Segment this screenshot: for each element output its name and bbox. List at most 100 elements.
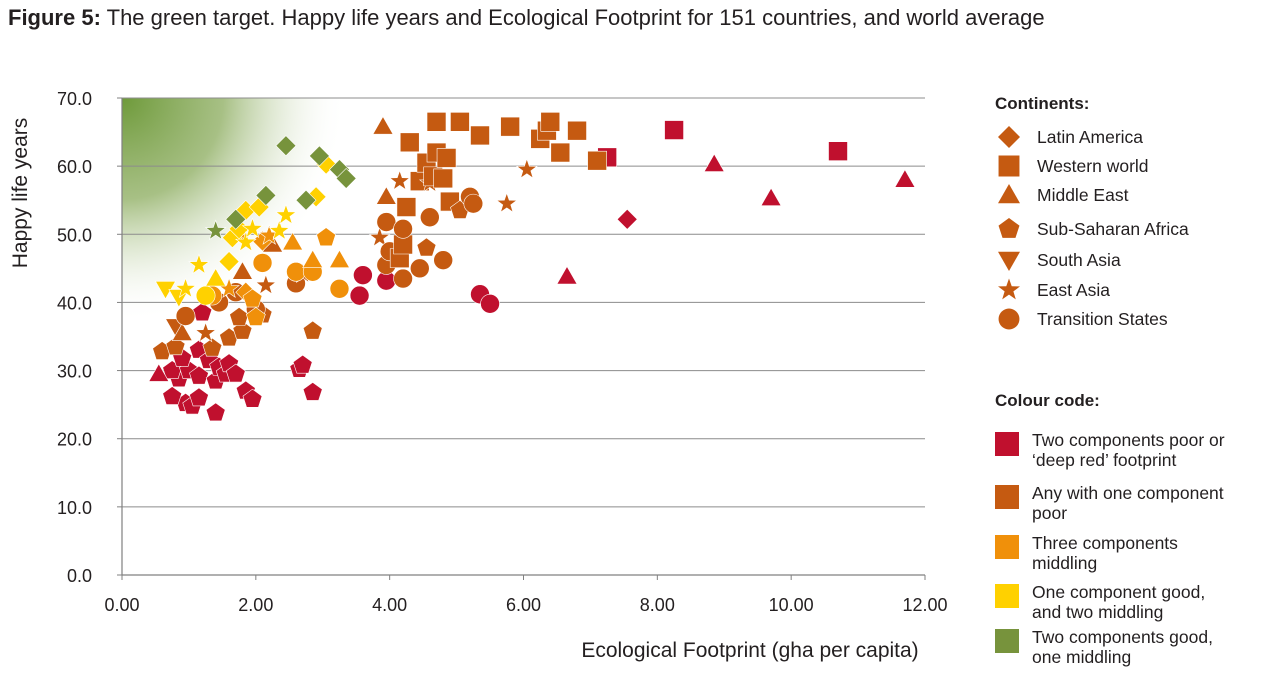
data-point-star xyxy=(188,253,210,275)
x-tick-label: 10.00 xyxy=(769,595,814,615)
diamond-marker xyxy=(998,126,1020,148)
y-tick-label: 10.0 xyxy=(57,498,92,518)
data-point-circle xyxy=(433,250,454,270)
colour-code-label: Any with one component poor xyxy=(1032,483,1224,523)
data-point-circle xyxy=(353,265,373,285)
colour-code-heading: Colour code: xyxy=(995,391,1100,410)
circle-marker xyxy=(998,308,1020,330)
data-point-square xyxy=(540,112,561,132)
legend-item-label: East Asia xyxy=(1037,279,1110,300)
data-point-pentagon xyxy=(245,307,266,326)
colour-code-item: Two components good, one middling xyxy=(995,627,1262,667)
data-point-circle xyxy=(329,278,350,299)
data-point-diamond xyxy=(308,145,330,167)
data-point-pentagon xyxy=(192,302,213,322)
legend-item-triangle: Middle East xyxy=(995,181,1128,209)
tick-labels: 0.00 2.00 4.00 6.00 8.00 10.00 12.00 0.0 10.0 20.… xyxy=(57,89,948,615)
legend-item-label: Middle East xyxy=(1037,184,1129,205)
legend-item-triangle-down: South Asia xyxy=(995,246,1121,274)
data-point-triangle xyxy=(375,186,397,205)
data-point-square xyxy=(587,150,607,171)
colour-code-item: Any with one component poor xyxy=(995,483,1262,523)
data-point-star xyxy=(388,169,411,191)
pentagon-marker xyxy=(998,218,1020,238)
data-point-circle xyxy=(480,293,500,314)
legend-item-star: East Asia xyxy=(995,276,1110,304)
legend-item-label: Sub-Saharan Africa xyxy=(1037,218,1189,239)
data-point-pentagon xyxy=(205,402,226,422)
x-tick-label: 4.00 xyxy=(372,595,407,615)
data-point-circle xyxy=(175,306,196,326)
x-tick-label: 0.00 xyxy=(104,595,139,615)
data-point-star xyxy=(495,192,518,213)
data-points xyxy=(148,112,916,422)
data-point-square xyxy=(433,168,454,189)
x-tick-label: 8.00 xyxy=(640,595,675,615)
data-point-triangle xyxy=(328,249,350,268)
data-point-triangle xyxy=(171,322,193,341)
colour-swatch xyxy=(995,629,1019,653)
data-point-star xyxy=(515,158,538,179)
colour-swatch xyxy=(995,584,1019,608)
colour-code-label: Two components good, one middling xyxy=(1032,627,1213,667)
colour-code-item: One component good, and two middling xyxy=(995,582,1262,622)
data-point-square xyxy=(450,112,470,132)
data-point-triangle xyxy=(231,261,253,280)
data-point-circle xyxy=(286,261,306,282)
x-tick-label: 2.00 xyxy=(238,595,273,615)
y-tick-label: 20.0 xyxy=(57,430,92,450)
triangle-down-marker xyxy=(998,251,1020,271)
square-marker xyxy=(998,155,1020,177)
y-axis-title: Happy life years xyxy=(9,118,32,269)
data-point-triangle xyxy=(556,265,578,285)
data-point-pentagon xyxy=(302,320,323,340)
data-point-star xyxy=(368,226,391,247)
data-point-square xyxy=(470,125,490,146)
data-point-diamond xyxy=(616,208,638,230)
data-point-circle xyxy=(195,285,216,306)
pentagon-icon xyxy=(998,218,1020,238)
data-point-star xyxy=(194,321,217,343)
triangle-down-icon xyxy=(998,251,1020,271)
triangle-icon xyxy=(998,184,1020,204)
legend-item-square: Western world xyxy=(995,152,1149,180)
data-point-pentagon xyxy=(189,387,209,407)
data-point-pentagon xyxy=(225,363,246,383)
data-point-square xyxy=(828,141,848,161)
colour-swatch xyxy=(995,485,1019,509)
green-target-region xyxy=(122,98,925,575)
y-tick-label: 40.0 xyxy=(57,293,92,313)
figure-title: Figure 5: The green target. Happy life y… xyxy=(8,5,1045,31)
data-point-diamond xyxy=(225,208,247,230)
figure-label: Figure 5: xyxy=(8,5,101,30)
data-point-square xyxy=(426,112,447,132)
data-point-pentagon xyxy=(162,386,183,405)
legend-item-circle: Transition States xyxy=(995,305,1168,333)
data-point-square xyxy=(550,142,571,163)
data-point-triangle xyxy=(148,363,170,382)
data-point-triangle xyxy=(894,169,916,188)
legend-item-label: Latin America xyxy=(1037,126,1144,147)
data-point-circle xyxy=(463,193,484,214)
colour-code-label: Two components poor or ‘deep red’ footpr… xyxy=(1032,430,1225,470)
data-point-circle xyxy=(420,207,440,228)
data-point-circle xyxy=(349,285,370,306)
data-point-pentagon xyxy=(202,337,223,357)
y-tick-label: 50.0 xyxy=(57,225,92,245)
legend-item-label: Transition States xyxy=(1037,308,1168,329)
legend-item-label: Western world xyxy=(1037,155,1149,176)
data-point-star xyxy=(275,203,297,225)
legend-item-pentagon: Sub-Saharan Africa xyxy=(995,215,1189,243)
data-point-pentagon xyxy=(316,227,336,247)
data-point-diamond xyxy=(255,185,277,206)
data-point-diamond xyxy=(295,189,317,211)
data-point-pentagon xyxy=(416,237,437,257)
data-point-square xyxy=(436,148,457,168)
data-point-diamond xyxy=(218,251,240,272)
y-tick-label: 70.0 xyxy=(57,89,92,109)
data-point-triangle xyxy=(703,153,725,172)
y-tick-label: 60.0 xyxy=(57,157,92,177)
data-point-pentagon xyxy=(242,288,263,308)
star-icon xyxy=(998,278,1020,300)
